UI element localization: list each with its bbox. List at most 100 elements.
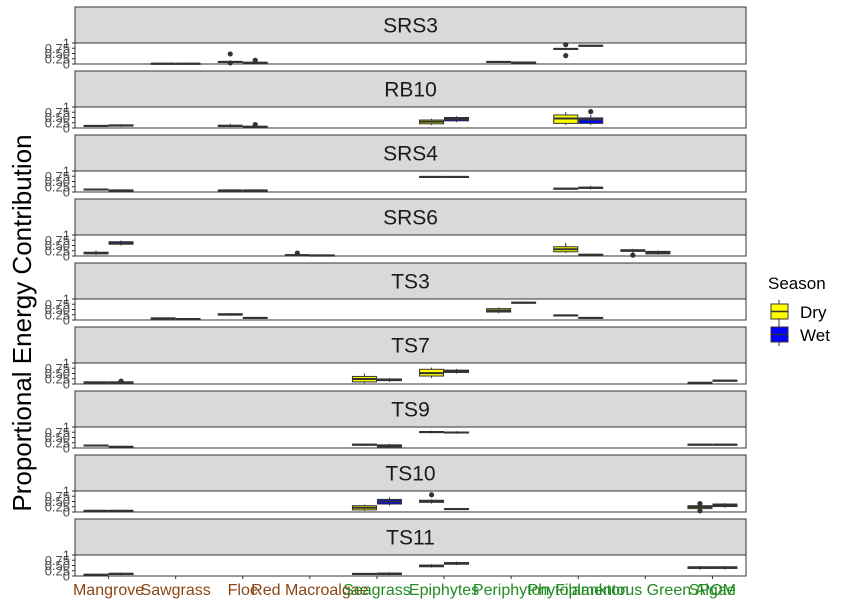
y-tick-label: 0 [63, 377, 70, 392]
box-epiphytes-dry [419, 118, 445, 126]
box-mangrove-wet [108, 240, 134, 246]
outlier-point [252, 57, 258, 63]
facet-panel-ts9: TS9 00.250.500.751 [45, 390, 747, 456]
y-tick-label: 0 [63, 569, 70, 584]
y-tick-label: 1 [63, 484, 70, 499]
y-tick-label: 1 [63, 100, 70, 115]
box-epiphytes-wet [444, 175, 470, 178]
legend-title: Season [768, 274, 826, 293]
box-mangrove-dry [83, 381, 109, 384]
legend-label: Dry [800, 303, 827, 322]
facet-panel-srs3: SRS3 00.250.500.751 [45, 6, 747, 72]
y-tick-label: 0.25 [45, 371, 70, 386]
y-tick-label: 0.75 [45, 361, 70, 376]
facet-strip [74, 134, 747, 172]
box-phytoplankton-wet [578, 109, 604, 126]
y-tick-label: 0 [63, 185, 70, 200]
box-epiphytes-wet [444, 116, 470, 123]
box-periphyton-dry [486, 307, 512, 314]
y-tick-label: 1 [63, 36, 70, 51]
facet-panel-ts11: TS11 00.250.500.751 [45, 518, 747, 584]
facet-strip-label: TS10 [385, 463, 435, 486]
box-spom-dry [687, 381, 713, 385]
facet-panel-srs6: SRS6 00.250.500.751 [45, 198, 747, 264]
y-tick-label: 0.50 [45, 558, 70, 573]
outlier-point [563, 53, 569, 59]
box-mangrove-dry [83, 250, 109, 255]
box-mangrove-dry [83, 124, 109, 127]
y-tick-label: 0.50 [45, 302, 70, 317]
facet-panel-rb10: RB10 00.250.500.751 [45, 70, 747, 136]
facet-plot-area [74, 490, 747, 513]
outlier-point [697, 508, 703, 514]
box-mangrove-wet [108, 572, 134, 576]
box-red-macroalgae-wet [309, 254, 335, 257]
box-phytoplankton-wet [578, 316, 604, 319]
box-phytoplankton-dry [553, 242, 579, 254]
facet-plot-area [74, 426, 747, 449]
outlier-point [227, 60, 233, 66]
x-tick-label: Phytoplankton [528, 582, 629, 599]
legend-items: Dry Wet [770, 300, 830, 346]
facet-plot-area [74, 170, 747, 193]
box-phytoplankton-dry [553, 112, 579, 126]
outlier-point [630, 252, 636, 258]
y-tick-label: 0.50 [45, 366, 70, 381]
y-tick-label: 1 [63, 356, 70, 371]
box-phytoplankton-dry [553, 42, 579, 59]
facet-strip-label: TS7 [391, 335, 430, 358]
box-periphyton-dry [486, 60, 512, 63]
box-spom-wet [712, 565, 738, 570]
box-seagrass-wet [376, 378, 402, 382]
box-floc-wet [242, 122, 268, 128]
box-mangrove-dry [83, 573, 109, 576]
box-phytoplankton-dry [553, 314, 579, 317]
facet-strip [74, 70, 747, 108]
y-tick-label: 0.25 [45, 307, 70, 322]
y-tick-label: 0.25 [45, 499, 70, 514]
box-seagrass-dry [351, 572, 377, 575]
box-mangrove-wet [108, 189, 134, 192]
x-tick-label: Mangrove [73, 582, 144, 599]
box-seagrass-dry [351, 504, 377, 511]
y-tick-label: 1 [63, 420, 70, 435]
facet-strip-label: TS9 [391, 399, 430, 422]
box-spom-wet [712, 443, 738, 446]
box-epiphytes-wet [444, 368, 470, 374]
y-tick-label: 0.50 [45, 430, 70, 445]
y-tick-label: 0.50 [45, 174, 70, 189]
facet-plot-area [74, 42, 747, 65]
box-seagrass-wet [376, 497, 402, 506]
facet-strip-label: SRS3 [383, 15, 438, 38]
y-tick-label: 1 [63, 164, 70, 179]
y-tick-label: 0.50 [45, 46, 70, 61]
legend-label: Wet [800, 326, 830, 345]
y-tick-label: 0.75 [45, 489, 70, 504]
box-filamentous-green-algae-wet [645, 250, 671, 255]
box-epiphytes-dry [419, 430, 445, 434]
box-spom-dry [687, 443, 713, 446]
box-phytoplankton-dry [553, 187, 579, 190]
y-tick-label: 0 [63, 121, 70, 136]
box-sawgrass-dry [150, 62, 176, 65]
facet-strip [74, 518, 747, 556]
outlier-point [118, 378, 124, 384]
y-tick-label: 0.75 [45, 553, 70, 568]
box-mangrove-wet [108, 509, 134, 513]
box-red-macroalgae-dry [284, 250, 310, 257]
facet-plot-area [74, 106, 747, 129]
y-tick-label: 0 [63, 441, 70, 456]
facet-strip [74, 198, 747, 236]
x-tick-label: Epiphytes [409, 582, 479, 599]
box-spom-dry [687, 501, 713, 514]
y-axis-title: Proportional Energy Contribution [7, 134, 37, 511]
box-mangrove-wet [108, 378, 134, 384]
y-tick-label: 0.75 [45, 425, 70, 440]
facet-panel-ts7: TS7 00.250.500.751 [45, 326, 747, 392]
facet-panel-srs4: SRS4 00.250.500.751 [45, 134, 747, 200]
box-floc-wet [242, 189, 268, 192]
box-seagrass-wet [376, 443, 402, 448]
box-floc-wet [242, 316, 268, 319]
box-mangrove-dry [83, 509, 109, 513]
